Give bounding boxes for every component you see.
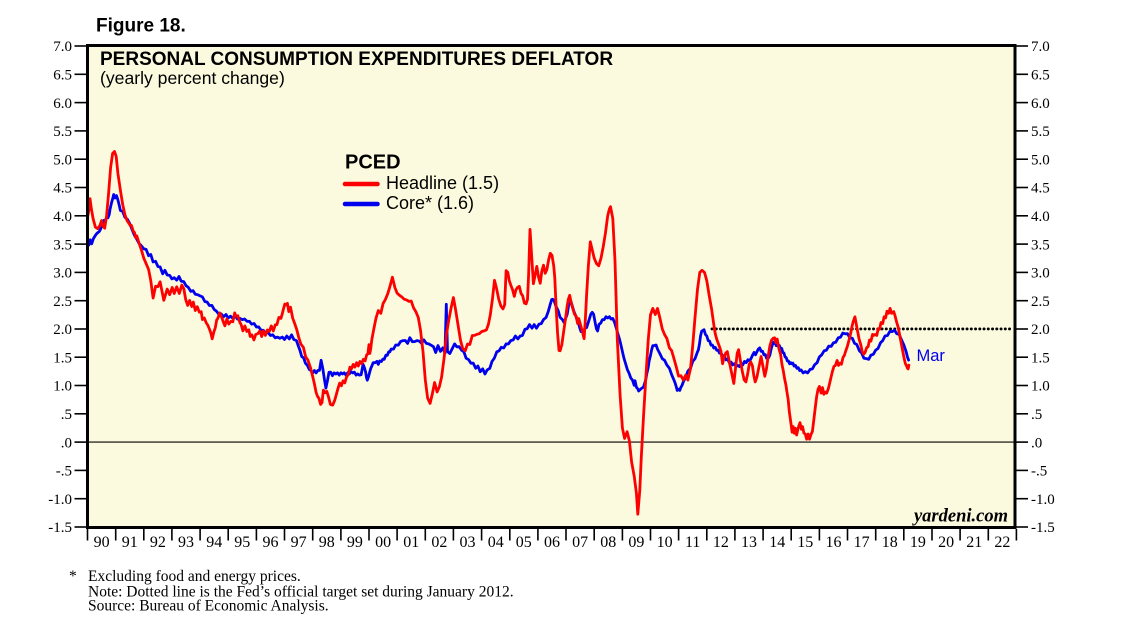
svg-text:94: 94 [206,534,222,551]
svg-text:05: 05 [516,534,532,551]
svg-text:6.5: 6.5 [1031,68,1050,84]
svg-text:PERSONAL CONSUMPTION EXPENDITU: PERSONAL CONSUMPTION EXPENDITURES DEFLAT… [100,49,613,70]
svg-text:Note: Dotted line is the Fed’s: Note: Dotted line is the Fed’s official … [88,584,514,601]
svg-text:00: 00 [375,534,391,551]
svg-text:5.0: 5.0 [53,152,72,168]
svg-text:2.0: 2.0 [53,322,72,338]
svg-text:.0: .0 [61,435,72,451]
svg-text:6.0: 6.0 [53,96,72,112]
svg-text:09: 09 [628,534,644,551]
svg-text:10: 10 [657,534,673,551]
svg-text:-1.5: -1.5 [48,520,72,536]
svg-text:20: 20 [938,534,954,551]
svg-text:90: 90 [94,534,110,551]
svg-text:-1.0: -1.0 [48,492,72,508]
svg-text:96: 96 [263,534,279,551]
svg-text:14: 14 [769,534,785,551]
svg-text:16: 16 [826,534,842,551]
svg-text:15: 15 [797,534,813,551]
svg-text:Figure 18.: Figure 18. [96,16,186,37]
svg-text:92: 92 [150,534,166,551]
svg-text:.0: .0 [1031,435,1042,451]
svg-text:Core* (1.6): Core* (1.6) [386,193,474,213]
svg-text:17: 17 [854,534,870,551]
svg-text:1.5: 1.5 [53,350,72,366]
svg-text:4.0: 4.0 [53,209,72,225]
svg-text:21: 21 [966,534,982,551]
svg-text:3.0: 3.0 [1031,266,1050,282]
svg-text:PCED: PCED [345,152,401,174]
svg-text:12: 12 [713,534,729,551]
svg-text:3.5: 3.5 [1031,237,1050,253]
svg-text:.5: .5 [61,407,72,423]
svg-text:4.0: 4.0 [1031,209,1050,225]
svg-text:3.0: 3.0 [53,266,72,282]
svg-text:-.5: -.5 [56,464,72,480]
svg-text:7.0: 7.0 [53,39,72,55]
svg-text:Mar: Mar [917,347,946,365]
svg-text:5.0: 5.0 [1031,152,1050,168]
svg-text:19: 19 [910,534,926,551]
svg-text:03: 03 [460,534,476,551]
svg-text:1.0: 1.0 [1031,379,1050,395]
svg-text:99: 99 [347,534,363,551]
svg-text:91: 91 [122,534,138,551]
svg-text:-.5: -.5 [1031,464,1047,480]
svg-text:06: 06 [544,534,560,551]
svg-text:95: 95 [234,534,250,551]
svg-text:04: 04 [488,534,504,551]
svg-text:02: 02 [431,534,447,551]
svg-text:2.5: 2.5 [53,294,72,310]
svg-text:6.5: 6.5 [53,68,72,84]
svg-text:-1.5: -1.5 [1031,520,1055,536]
svg-text:4.5: 4.5 [1031,181,1050,197]
svg-text:.5: .5 [1031,407,1042,423]
svg-text:11: 11 [685,534,700,551]
svg-text:1.5: 1.5 [1031,350,1050,366]
svg-text:22: 22 [994,534,1010,551]
svg-text:07: 07 [572,534,588,551]
svg-text:Source: Bureau of Economic Ana: Source: Bureau of Economic Analysis. [88,598,329,615]
svg-text:93: 93 [178,534,194,551]
svg-text:5.5: 5.5 [53,124,72,140]
svg-text:13: 13 [741,534,757,551]
svg-text:18: 18 [882,534,898,551]
svg-text:7.0: 7.0 [1031,39,1050,55]
svg-text:2.0: 2.0 [1031,322,1050,338]
svg-text:(yearly percent change): (yearly percent change) [100,68,285,88]
svg-text:6.0: 6.0 [1031,96,1050,112]
svg-text:Headline (1.5): Headline (1.5) [386,173,499,193]
svg-text:4.5: 4.5 [53,181,72,197]
svg-text:97: 97 [291,534,307,551]
svg-text:yardeni.com: yardeni.com [912,507,1008,527]
svg-text:2.5: 2.5 [1031,294,1050,310]
svg-text:-1.0: -1.0 [1031,492,1055,508]
svg-text:5.5: 5.5 [1031,124,1050,140]
svg-text:98: 98 [319,534,335,551]
svg-text:01: 01 [403,534,419,551]
svg-text:08: 08 [600,534,616,551]
svg-text:1.0: 1.0 [53,379,72,395]
svg-text:Excluding food and energy pric: Excluding food and energy prices. [88,568,301,585]
svg-text:3.5: 3.5 [53,237,72,253]
svg-text:*: * [69,568,77,585]
